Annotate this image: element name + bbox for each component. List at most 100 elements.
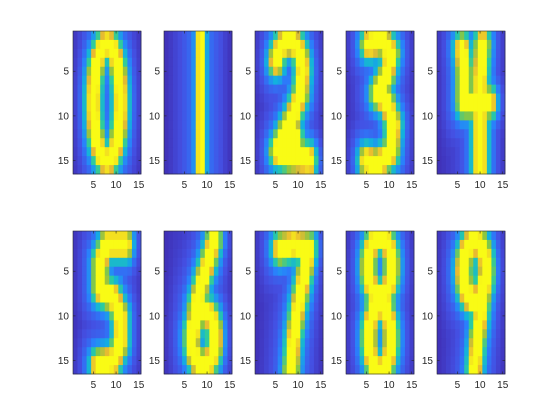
cell-3-r12-c5 [364, 129, 370, 139]
cell-0-r10-c8 [104, 111, 110, 121]
cell-4-r13-c14 [495, 138, 501, 148]
cell-8-r13-c11 [391, 338, 397, 348]
cell-4-r5-c14 [495, 66, 501, 77]
cell-9-r14-c8 [468, 347, 474, 357]
cell-6-r9-c12 [213, 302, 219, 312]
cell-6-r13-c5 [182, 338, 188, 348]
cell-4-r4-c8 [468, 57, 474, 68]
cell-7-r4-c15 [318, 257, 324, 268]
cell-3-r13-c1 [346, 138, 351, 148]
ytick-label: 15 [240, 156, 252, 167]
cell-0-r2-c11 [118, 39, 124, 50]
cell-4-r13-c7 [464, 138, 470, 148]
cell-3-r14-c7 [373, 147, 379, 157]
cell-3-r5-c9 [382, 66, 388, 77]
cell-5-r5-c7 [100, 266, 106, 277]
cell-7-r10-c5 [273, 311, 279, 321]
cell-2-r8-c13 [309, 93, 315, 103]
cell-5-r6-c1 [73, 275, 78, 286]
cell-7-r13-c12 [304, 338, 310, 348]
axes-frame [72, 230, 142, 375]
ytick-label: 10 [149, 111, 161, 122]
cell-9-r16-c1 [437, 365, 442, 375]
cell-5-r8-c2 [77, 293, 83, 303]
cell-9-r2-c15 [500, 239, 506, 250]
cell-9-r13-c6 [459, 338, 465, 348]
cell-3-r1-c10 [386, 31, 392, 41]
cell-4-r3-c15 [500, 48, 506, 59]
cell-0-r1-c2 [77, 31, 83, 41]
cell-4-r1-c12 [486, 31, 492, 41]
cell-4-r7-c10 [477, 84, 483, 94]
cell-0-r4-c3 [82, 57, 87, 68]
cell-4-r8-c13 [491, 93, 497, 103]
cell-9-r1-c5 [455, 231, 461, 241]
cell-9-r7-c8 [468, 284, 474, 294]
cell-8-r13-c9 [382, 338, 388, 348]
cell-0-r16-c13 [127, 165, 133, 175]
cell-0-r3-c15 [136, 48, 142, 59]
cell-3-r7-c7 [373, 84, 379, 94]
cell-4-r11-c7 [464, 120, 470, 130]
cell-2-r5-c2 [259, 66, 265, 77]
cell-9-r1-c6 [459, 231, 465, 241]
cell-9-r16-c5 [455, 365, 461, 375]
cell-6-r16-c3 [173, 365, 178, 375]
cell-4-r8-c5 [455, 93, 461, 103]
cell-6-r15-c11 [209, 356, 215, 366]
cell-7-r11-c9 [291, 320, 297, 330]
cell-1-r13-c7 [191, 138, 197, 148]
cell-1-r3-c14 [222, 48, 228, 59]
cell-4-r4-c5 [455, 57, 461, 68]
cell-2-r14-c13 [309, 147, 315, 157]
cell-3-r1-c3 [355, 31, 360, 41]
cell-6-r2-c2 [168, 239, 174, 250]
cell-4-r13-c10 [477, 138, 483, 148]
cell-6-r3-c2 [168, 248, 174, 259]
cell-3-r13-c4 [359, 138, 365, 148]
cell-3-r3-c3 [355, 48, 360, 59]
cell-8-r9-c13 [400, 302, 406, 312]
cell-1-r8-c8 [195, 93, 201, 103]
cell-5-r8-c11 [118, 293, 124, 303]
cell-7-r14-c12 [304, 347, 310, 357]
cell-6-r14-c3 [173, 347, 178, 357]
cell-1-r7-c2 [168, 84, 174, 94]
cell-6-r8-c10 [204, 293, 210, 303]
cell-0-r7-c5 [91, 84, 97, 94]
cell-4-r10-c3 [446, 111, 451, 121]
cell-3-r10-c14 [404, 111, 410, 121]
cell-0-r8-c10 [113, 93, 119, 103]
cell-9-r14-c9 [473, 347, 479, 357]
cell-4-r16-c5 [455, 165, 461, 175]
cell-2-r14-c1 [255, 147, 260, 157]
cell-7-r8-c14 [313, 293, 319, 303]
cell-1-r6-c9 [200, 75, 206, 86]
cell-9-r10-c10 [477, 311, 483, 321]
cell-2-r15-c12 [304, 156, 310, 166]
cell-5-r15-c3 [82, 356, 87, 366]
cell-6-r5-c8 [195, 266, 201, 277]
cell-0-r12-c8 [104, 129, 110, 139]
cell-9-r4-c1 [437, 257, 442, 268]
cell-2-r12-c1 [255, 129, 260, 139]
cell-0-r13-c1 [73, 138, 78, 148]
cell-2-r11-c3 [264, 120, 269, 130]
cell-9-r14-c6 [459, 347, 465, 357]
cell-9-r5-c9 [473, 266, 479, 277]
cell-7-r9-c6 [277, 302, 283, 312]
cell-9-r6-c15 [500, 275, 506, 286]
cell-3-r1-c1 [346, 31, 351, 41]
cell-8-r3-c5 [364, 248, 370, 259]
cell-6-r13-c8 [195, 338, 201, 348]
cell-5-r3-c7 [100, 248, 106, 259]
cell-1-r9-c1 [164, 102, 169, 112]
cell-8-r2-c9 [382, 239, 388, 250]
cell-8-r12-c8 [377, 329, 383, 339]
cell-4-r1-c13 [491, 31, 497, 41]
cell-0-r16-c5 [91, 165, 97, 175]
cell-3-r3-c2 [350, 48, 356, 59]
cell-7-r10-c14 [313, 311, 319, 321]
cell-3-r15-c7 [373, 156, 379, 166]
cell-7-r15-c8 [286, 356, 292, 366]
